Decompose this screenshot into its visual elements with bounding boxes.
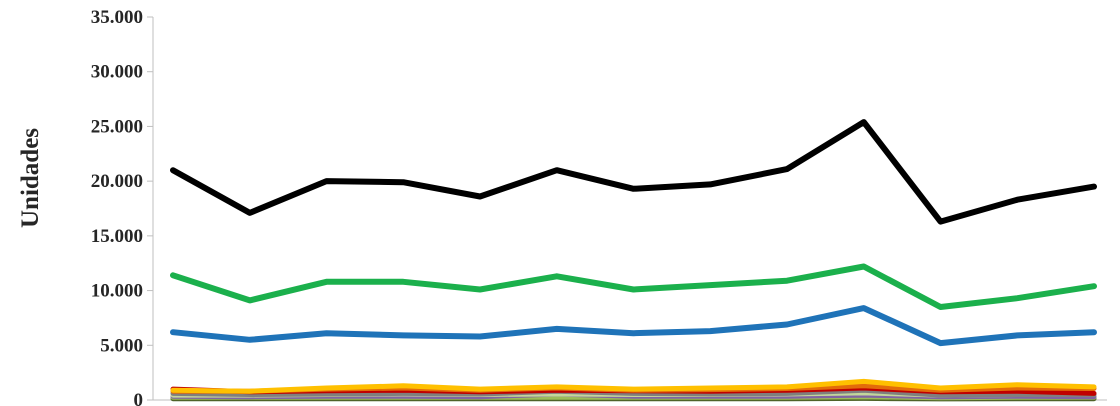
y-tick-label: 35.000 [91, 7, 143, 28]
series-line-4 [170, 378, 1097, 394]
series-line-2 [170, 263, 1097, 310]
series-lines [170, 119, 1097, 402]
y-tick-label: 15.000 [91, 226, 143, 247]
y-tick-label: 30.000 [91, 62, 143, 83]
y-axis-ticks: 0 5.000 10.000 15.000 20.000 25.000 30.000 35.0… [91, 7, 153, 406]
y-tick-label: 25.000 [91, 116, 143, 137]
y-tick-label: 5.000 [100, 335, 143, 356]
series-line-1 [170, 119, 1097, 225]
y-tick-label: 20.000 [91, 171, 143, 192]
y-tick-label: 10.000 [91, 281, 143, 302]
series-line-3 [170, 305, 1097, 347]
series-line-7 [170, 387, 1097, 398]
y-axis-label: Unidades [17, 128, 44, 228]
y-tick-label: 0 [134, 390, 144, 406]
